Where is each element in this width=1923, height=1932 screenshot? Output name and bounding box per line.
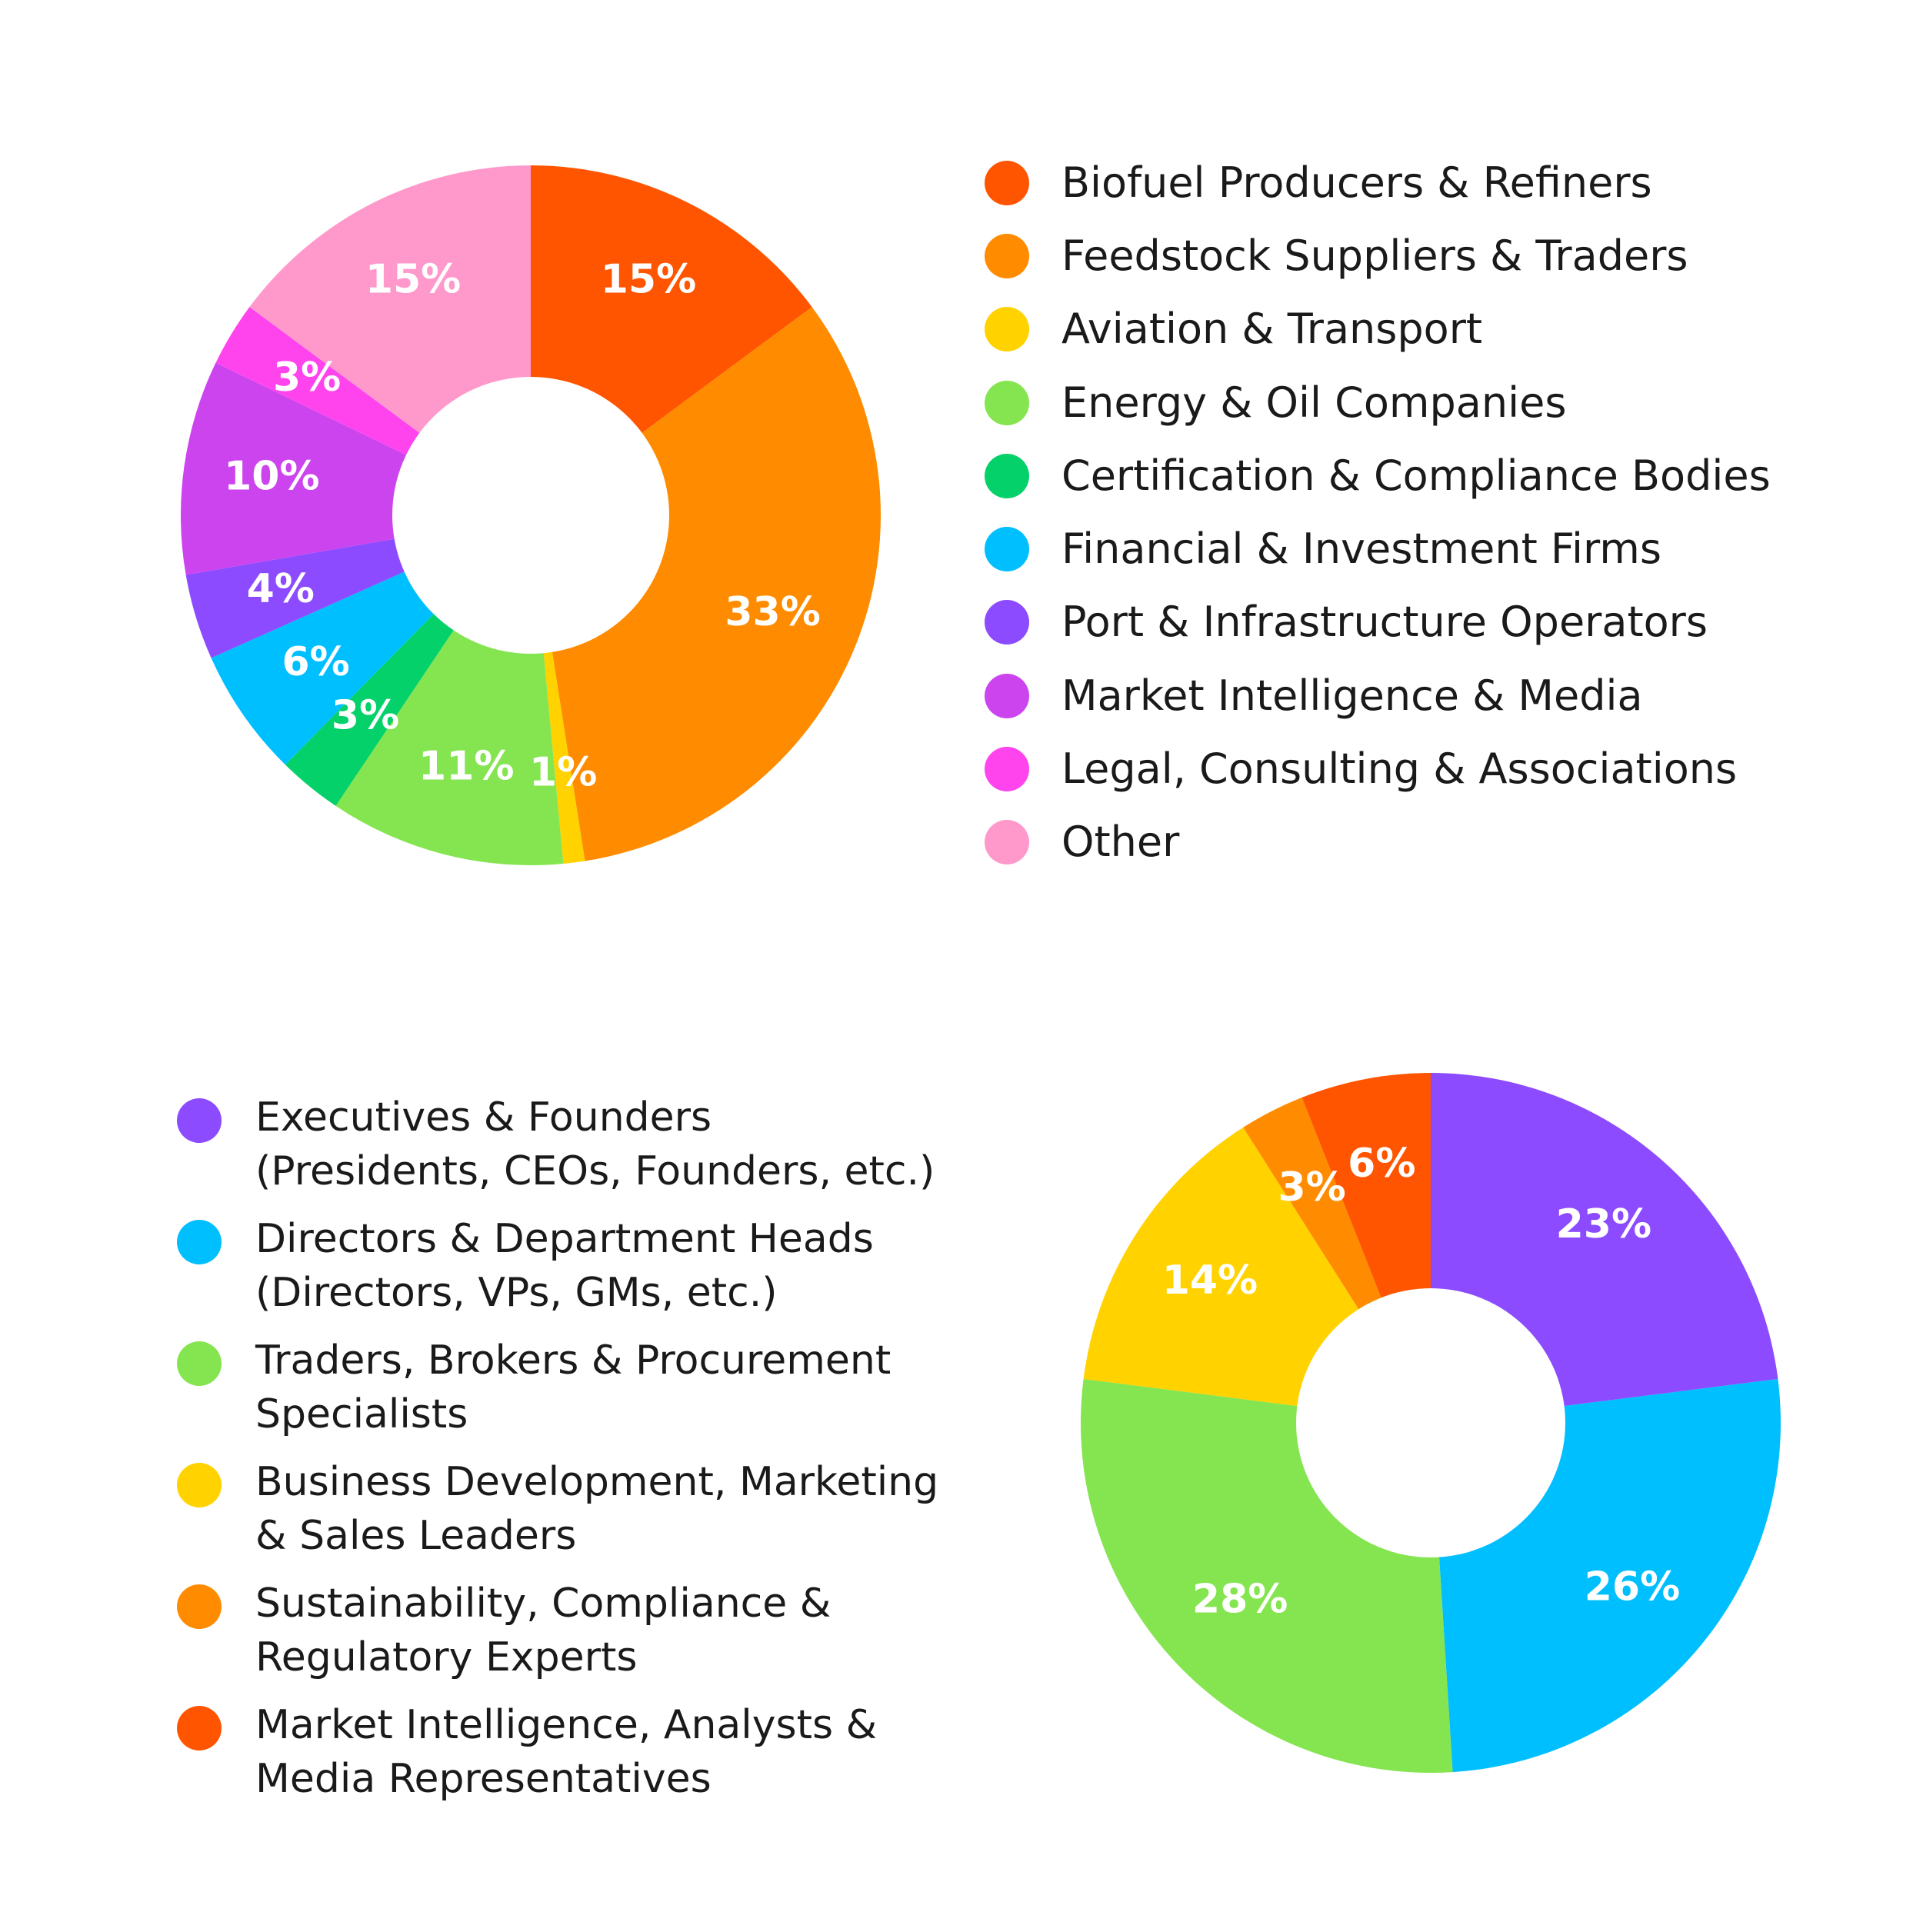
legend-label: Business Development, Marketing & Sales L…: [255, 1455, 938, 1563]
data-label-biofuel-producers-refiners: 15%: [601, 256, 696, 302]
legend-label: Biofuel Producers & Refiners: [1061, 158, 1652, 207]
legend-label-line: Traders, Brokers & Procurement: [255, 1337, 892, 1384]
legend-item-sustainability-compliance-regulatory-experts: Sustainability, Compliance & Regulatory E…: [177, 1577, 938, 1698]
legend-label-line: (Directors, VPs, GMs, etc.): [255, 1270, 778, 1316]
legend-item-certification-compliance-bodies: Certification & Compliance Bodies: [985, 439, 1771, 512]
legend-item-aviation-transport: Aviation & Transport: [985, 293, 1771, 366]
legend-label: Certification & Compliance Bodies: [1061, 451, 1771, 500]
data-label-traders-brokers-procurement-specialists: 28%: [1192, 1577, 1288, 1623]
donut-hole: [392, 377, 669, 654]
data-label-sustainability-compliance-regulatory-experts: 3%: [1278, 1164, 1345, 1211]
legend-label: Financial & Investment Firms: [1061, 525, 1662, 574]
data-label-feedstock-suppliers-traders: 33%: [725, 589, 820, 635]
legend-label-line: Sustainability, Compliance &: [255, 1581, 832, 1627]
job-level-legend: Executives & Founders (Presidents, CEOs, …: [177, 1091, 938, 1820]
legend-item-executives-founders-presidents-ceos-founders-etc: Executives & Founders (Presidents, CEOs, …: [177, 1091, 938, 1212]
audience-sector-donut-chart: 15% 33% 1% 11% 3% 6% 4% 10% 3% 15%: [181, 165, 881, 865]
legend-label: Legal, Consulting & Associations: [1061, 744, 1738, 794]
legend-label: Sustainability, Compliance & Regulatory E…: [255, 1577, 831, 1684]
legend-swatch: [177, 1463, 222, 1507]
legend-item-feedstock-suppliers-traders: Feedstock Suppliers & Traders: [985, 219, 1771, 292]
legend-label: Port & Infrastructure Operators: [1061, 598, 1708, 647]
legend-swatch: [177, 1584, 222, 1629]
data-label-directors-department-heads-directors-vps-gms-etc: 26%: [1585, 1564, 1680, 1611]
data-label-legal-consulting-associations: 3%: [273, 355, 341, 401]
legend-item-market-intelligence-media: Market Intelligence & Media: [985, 659, 1771, 732]
data-label-executives-founders-presidents-ceos-founders-etc: 23%: [1556, 1201, 1651, 1247]
data-label-port-infrastructure-operators: 4%: [247, 566, 315, 612]
donut-hole: [1296, 1288, 1565, 1557]
slice-feedstock-suppliers-traders: [531, 307, 881, 861]
legend-swatch: [177, 1220, 222, 1264]
legend-swatch: [985, 820, 1029, 865]
legend-item-directors-department-heads-directors-vps-gms-etc: Directors & Department Heads (Directors, …: [177, 1212, 938, 1334]
legend-label: Energy & Oil Companies: [1061, 378, 1567, 427]
legend-label-line: & Sales Leaders: [255, 1513, 577, 1559]
legend-swatch: [177, 1341, 222, 1386]
legend-item-port-infrastructure-operators: Port & Infrastructure Operators: [985, 586, 1771, 659]
legend-swatch: [985, 453, 1029, 498]
data-label-business-development-marketing-sales-leaders: 14%: [1162, 1257, 1258, 1304]
legend-label: Feedstock Suppliers & Traders: [1061, 231, 1688, 280]
legend-label: Other: [1061, 818, 1180, 867]
legend-swatch: [985, 527, 1029, 572]
legend-item-biofuel-producers-refiners: Biofuel Producers & Refiners: [985, 146, 1771, 219]
data-label-financial-investment-firms: 6%: [282, 639, 349, 685]
legend-swatch: [177, 1098, 222, 1143]
data-label-certification-compliance-bodies: 3%: [332, 692, 399, 738]
job-level-donut-chart: 23% 26% 28% 14% 3%6%: [1081, 1073, 1781, 1773]
legend-label-line: Media Representatives: [255, 1756, 712, 1802]
legend-swatch: [177, 1706, 222, 1750]
legend-label-line: Specialists: [255, 1391, 468, 1437]
legend-label: Aviation & Transport: [1061, 305, 1483, 354]
sector-legend: Biofuel Producers & Refiners Feedstock Su…: [985, 146, 1771, 879]
legend-item-energy-oil-companies: Energy & Oil Companies: [985, 366, 1771, 439]
legend-label: Traders, Brokers & Procurement Specialist…: [255, 1334, 891, 1441]
legend-swatch: [985, 380, 1029, 425]
legend-swatch: [985, 160, 1029, 205]
data-label-market-intelligence-analysts-media-representatives: 6%: [1348, 1141, 1415, 1187]
legend-item-other: Other: [985, 806, 1771, 879]
legend-label-line: Directors & Department Heads: [255, 1216, 874, 1262]
legend-label: Market Intelligence & Media: [1061, 671, 1643, 720]
legend-swatch: [985, 747, 1029, 792]
legend-label: Executives & Founders (Presidents, CEOs, …: [255, 1091, 935, 1198]
data-label-aviation-transport: 1%: [529, 749, 597, 795]
legend-label-line: (Presidents, CEOs, Founders, etc.): [255, 1148, 935, 1194]
legend-item-business-development-marketing-sales-leaders: Business Development, Marketing & Sales L…: [177, 1455, 938, 1577]
data-label-energy-oil-companies: 11%: [418, 744, 514, 790]
legend-item-market-intelligence-analysts-media-representatives: Market Intelligence, Analysts & Media Rep…: [177, 1698, 938, 1820]
legend-swatch: [985, 307, 1029, 352]
legend-label-line: Regulatory Experts: [255, 1634, 638, 1681]
legend-label-line: Business Development, Marketing: [255, 1459, 939, 1505]
legend-item-legal-consulting-associations: Legal, Consulting & Associations: [985, 732, 1771, 805]
legend-item-traders-brokers-procurement-specialists: Traders, Brokers & Procurement Specialist…: [177, 1334, 938, 1455]
data-label-market-intelligence-media: 10%: [224, 454, 319, 500]
legend-label-line: Market Intelligence, Analysts &: [255, 1702, 878, 1748]
legend-swatch: [985, 600, 1029, 645]
legend-swatch: [985, 233, 1029, 278]
legend-label: Directors & Department Heads (Directors, …: [255, 1212, 874, 1320]
legend-label: Market Intelligence, Analysts & Media Rep…: [255, 1698, 877, 1806]
legend-label-line: Executives & Founders: [255, 1094, 712, 1141]
data-label-other: 15%: [365, 256, 461, 302]
legend-item-financial-investment-firms: Financial & Investment Firms: [985, 512, 1771, 585]
legend-swatch: [985, 673, 1029, 718]
